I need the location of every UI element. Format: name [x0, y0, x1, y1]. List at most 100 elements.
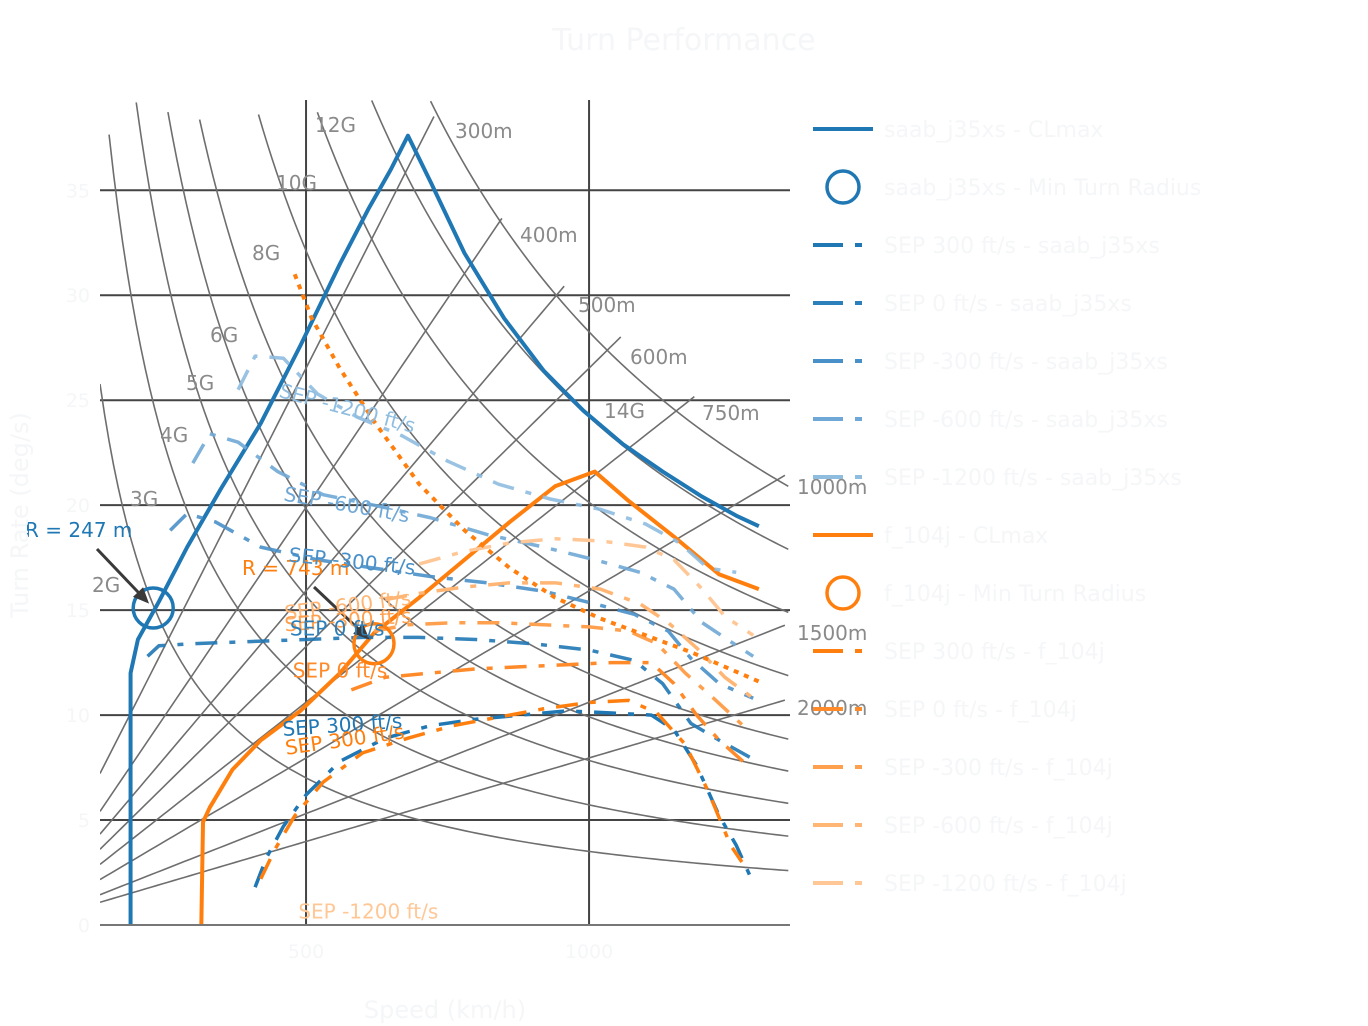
- y-tick-label: 35: [66, 180, 90, 202]
- g-line: [429, 100, 789, 487]
- x-tick-label: 1000: [565, 941, 613, 963]
- radius-line: [100, 116, 435, 774]
- sep-label: SEP -1200 ft/s: [298, 900, 438, 924]
- series-line: [373, 620, 749, 732]
- y-tick-label: 10: [66, 705, 90, 727]
- arrowhead: [132, 587, 150, 604]
- legend-item: f_104j - CLmax: [813, 524, 1048, 549]
- chart-title: Turn Performance: [551, 23, 815, 58]
- g-label: 3G: [130, 487, 158, 511]
- y-axis-title: Turn Rate (deg/s): [6, 412, 34, 619]
- g-line: [100, 383, 789, 872]
- radius-line: [100, 336, 622, 850]
- legend-item: saab_j35xs - Min Turn Radius: [825, 169, 1201, 205]
- series-line: [384, 581, 755, 700]
- radius-label: 300m: [455, 119, 513, 143]
- x-axis-title: Speed (km/h): [364, 996, 526, 1024]
- series-line: [259, 698, 744, 880]
- g-line: [135, 102, 789, 805]
- legend-label: SEP 300 ft/s - f_104j: [884, 640, 1105, 665]
- y-tick-label: 30: [66, 285, 90, 307]
- radius-line: [100, 624, 786, 896]
- radius-line: [100, 699, 786, 904]
- y-tick-label: 5: [78, 810, 90, 832]
- g-label: 2G: [92, 573, 120, 597]
- radius-line: [100, 474, 786, 881]
- radius-label: 600m: [630, 345, 688, 369]
- legend-item: SEP -600 ft/s - f_104j: [813, 814, 1113, 839]
- radius-label: 500m: [578, 293, 636, 317]
- radius-line: [100, 217, 503, 812]
- legend-item: SEP 300 ft/s - saab_j35xs: [813, 234, 1160, 259]
- min-radius-markers: R = 247 m R = 743 m: [25, 518, 396, 666]
- g-label: 14G: [604, 399, 645, 423]
- legend-item: SEP -1200 ft/s - f_104j: [813, 872, 1127, 897]
- legend-label: saab_j35xs - CLmax: [884, 118, 1103, 143]
- legend-label: SEP -300 ft/s - f_104j: [884, 756, 1113, 781]
- axes: 0 5 10 15 20 25 30 35 500 1000 300m 400m 500m 600m 750…: [66, 113, 868, 963]
- legend-item: SEP -1200 ft/s - saab_j35xs: [813, 466, 1182, 491]
- legend-label: SEP -600 ft/s - saab_j35xs: [884, 408, 1168, 433]
- legend-item: f_104j - Min Turn Radius: [825, 575, 1146, 611]
- radius-label: 400m: [520, 223, 578, 247]
- series-line: [168, 511, 754, 700]
- annotation-arrow: [312, 585, 362, 633]
- series-line: [128, 133, 760, 925]
- radius-label: 750m: [702, 401, 760, 425]
- legend-label: f_104j - Min Turn Radius: [884, 582, 1146, 607]
- g-label: 10G: [276, 171, 317, 195]
- y-tick-label: 25: [66, 390, 90, 412]
- sep-label: SEP 0 ft/s: [293, 658, 388, 682]
- y-tick-label: 20: [66, 495, 90, 517]
- legend-label: SEP -1200 ft/s - saab_j35xs: [884, 466, 1182, 491]
- y-tick-label: 15: [66, 600, 90, 622]
- min-radius-marker: [131, 586, 175, 630]
- legend-circle-icon: [825, 169, 861, 205]
- legend-item: SEP -300 ft/s - saab_j35xs: [813, 350, 1168, 375]
- legend-label: SEP -300 ft/s - saab_j35xs: [884, 350, 1168, 375]
- g-label: 5G: [186, 371, 214, 395]
- min-radius-marker: [352, 621, 396, 666]
- series-line: [191, 432, 755, 658]
- g-line: [108, 134, 789, 837]
- series-line: [199, 469, 760, 925]
- arrowhead: [353, 623, 370, 640]
- legend-label: SEP -1200 ft/s - f_104j: [884, 872, 1127, 897]
- series-line: [350, 660, 749, 767]
- series-line: [236, 354, 737, 575]
- x-tick-label: 500: [288, 941, 324, 963]
- annotation-arrow: [95, 547, 142, 597]
- g-label: 12G: [315, 113, 356, 137]
- legend-label: SEP 0 ft/s - f_104j: [884, 698, 1077, 723]
- y-tick-label: 0: [78, 915, 90, 937]
- sep-label: SEP 0 ft/s: [290, 616, 385, 640]
- series-lines: [128, 133, 760, 925]
- legend-label: f_104j - CLmax: [884, 524, 1048, 549]
- legend-circle-icon: [825, 575, 861, 611]
- radius-label: 1500m: [797, 621, 867, 645]
- grid: [100, 100, 790, 925]
- radius-line: [100, 396, 695, 866]
- legend-item: SEP 300 ft/s - f_104j: [813, 640, 1105, 665]
- legend: saab_j35xs - CLmax saab_j35xs - Min Turn …: [813, 118, 1201, 897]
- min-radius-label: R = 247 m: [25, 518, 132, 542]
- legend-item: saab_j35xs - CLmax: [813, 118, 1103, 143]
- legend-label: SEP 0 ft/s - saab_j35xs: [884, 292, 1132, 317]
- legend-label: SEP -600 ft/s - f_104j: [884, 814, 1113, 839]
- g-label: 4G: [160, 423, 188, 447]
- legend-item: SEP -300 ft/s - f_104j: [813, 756, 1113, 781]
- series-line: [418, 536, 755, 637]
- g-label: 8G: [252, 241, 280, 265]
- legend-label: SEP 300 ft/s - saab_j35xs: [884, 234, 1160, 259]
- g-line: [316, 111, 789, 614]
- legend-item: SEP 0 ft/s - f_104j: [813, 698, 1077, 723]
- legend-label: saab_j35xs - Min Turn Radius: [884, 176, 1201, 201]
- series-line: [146, 635, 755, 761]
- g-line: [167, 111, 789, 772]
- g-label: 6G: [210, 323, 238, 347]
- legend-item: SEP 0 ft/s - saab_j35xs: [813, 292, 1132, 317]
- legend-item: SEP -600 ft/s - saab_j35xs: [813, 408, 1168, 433]
- g-line: [370, 100, 789, 551]
- min-radius-label: R = 743 m: [242, 556, 349, 580]
